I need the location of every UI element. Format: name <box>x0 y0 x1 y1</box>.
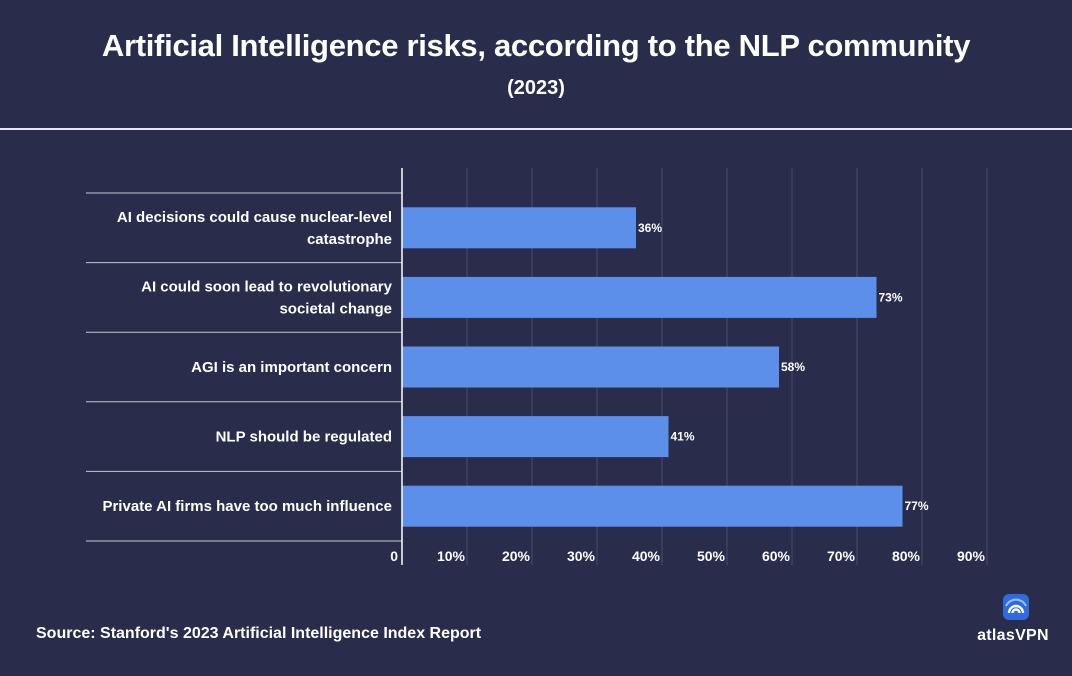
bar <box>402 485 903 527</box>
category-label: AI decisions could cause nuclear-level <box>117 209 392 226</box>
x-tick-label: 70% <box>827 548 856 564</box>
data-label: 73% <box>879 290 903 304</box>
x-tick-label: 20% <box>502 548 531 564</box>
data-label: 41% <box>671 430 695 444</box>
x-tick-label: 30% <box>567 548 596 564</box>
x-tick-label: 0 <box>390 548 398 564</box>
brand-logo: atlasVPN <box>968 594 1058 654</box>
bar <box>402 207 636 249</box>
atlasvpn-logo-icon <box>1003 594 1029 620</box>
x-tick-label: 50% <box>697 548 726 564</box>
source-note: Source: Stanford's 2023 Artificial Intel… <box>36 625 482 642</box>
header-divider <box>0 128 1072 130</box>
x-tick-label: 80% <box>892 548 921 564</box>
brand-name: atlasVPN <box>977 627 1049 644</box>
chart-title: Artificial Intelligence risks, according… <box>101 28 971 63</box>
bar <box>402 416 669 458</box>
x-tick-label: 60% <box>762 548 791 564</box>
x-tick-label: 90% <box>957 548 986 564</box>
x-tick-label: 40% <box>632 548 661 564</box>
category-label: catastrophe <box>307 231 392 248</box>
category-label: Private AI firms have too much influence <box>102 498 392 515</box>
data-label: 58% <box>781 360 805 374</box>
category-label: AGI is an important concern <box>191 359 392 376</box>
chart-subtitle: (2023) <box>507 77 565 99</box>
x-tick-label: 10% <box>437 548 466 564</box>
category-label: societal change <box>279 300 392 317</box>
category-label: AI could soon lead to revolutionary <box>141 278 393 295</box>
category-label: NLP should be regulated <box>216 429 392 446</box>
bar <box>402 346 779 388</box>
bar <box>402 276 877 318</box>
data-label: 36% <box>638 221 662 235</box>
data-label: 77% <box>905 499 929 513</box>
